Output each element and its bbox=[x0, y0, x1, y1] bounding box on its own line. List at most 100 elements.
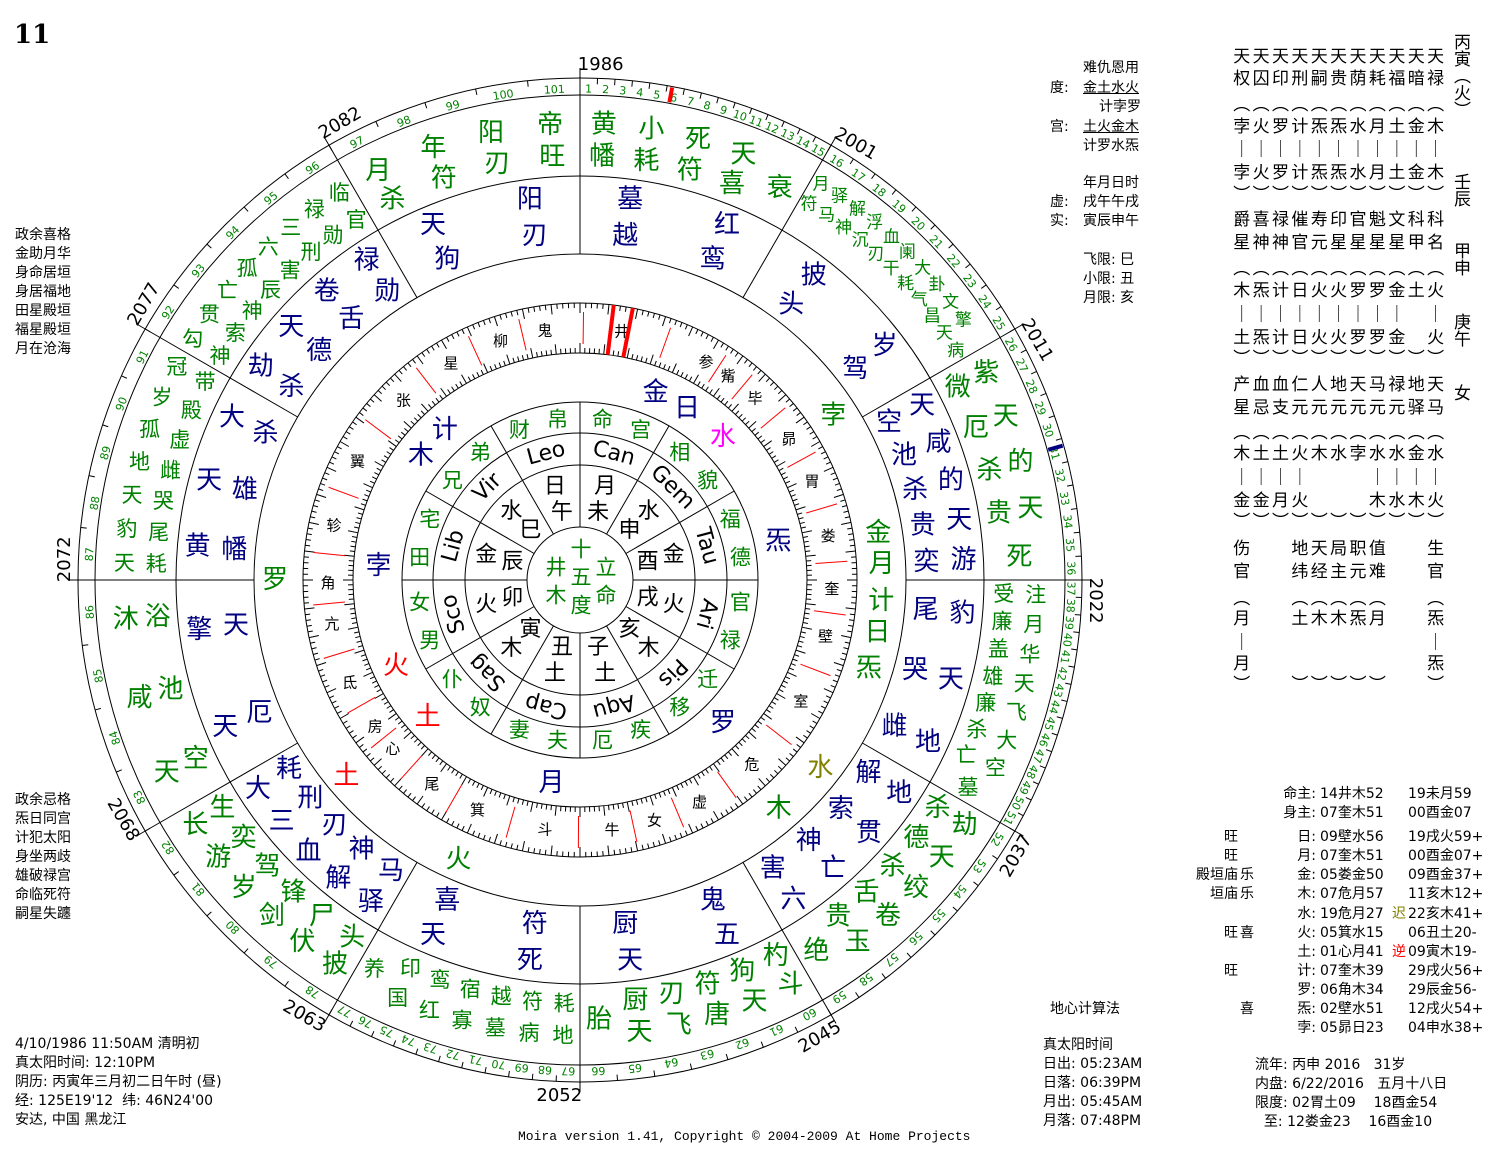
grid-cell: 科 bbox=[1427, 210, 1445, 230]
grid-cell: ︶ bbox=[1291, 675, 1309, 695]
mansion-tick bbox=[803, 540, 809, 543]
mansion-tick bbox=[550, 845, 553, 856]
palace-name-char: 奴 bbox=[470, 696, 491, 720]
mansion-label: 翼 bbox=[350, 453, 365, 471]
palace-star-inner-char: 披 bbox=[801, 260, 827, 290]
mansion-tick bbox=[394, 778, 402, 787]
mansion-tick bbox=[624, 306, 627, 312]
palace-star-outer-char: 天 bbox=[121, 483, 142, 507]
grid-cell: ｜ bbox=[1427, 305, 1445, 325]
grid-cell: 木 bbox=[1233, 281, 1251, 301]
palace-star-inner-char: 六 bbox=[780, 884, 806, 914]
mansion-tick bbox=[362, 407, 368, 412]
grid-cell: ｜ bbox=[1330, 140, 1348, 160]
grid-cell: ︶ bbox=[1291, 512, 1309, 532]
mansion-tick bbox=[376, 688, 382, 693]
grid-cell: ｜ bbox=[1271, 305, 1289, 325]
grid-cell: ︶ bbox=[1349, 675, 1367, 695]
mansion-label: 娄 bbox=[821, 527, 836, 545]
grid-row: 木土土火木水孛水水金水 bbox=[1232, 443, 1445, 465]
palace-star-outer-char: 旺 bbox=[539, 142, 565, 172]
mansion-tick bbox=[420, 410, 425, 415]
dignity-label: 旺 bbox=[1224, 829, 1238, 845]
mansion-tick bbox=[536, 802, 538, 808]
grid-cell: ︵ bbox=[1330, 95, 1348, 115]
palace-star-outer-char: 干 bbox=[883, 259, 900, 279]
palace-star-inner-char: 厨 bbox=[612, 909, 638, 939]
note-line: 身居福地 bbox=[15, 284, 71, 300]
grid-cell: 主 bbox=[1330, 562, 1348, 582]
age-tick bbox=[375, 121, 379, 128]
planet-glyph: 水 bbox=[710, 422, 736, 452]
age-tick bbox=[930, 224, 936, 230]
palace-star-inner-char: 鬼 bbox=[700, 886, 726, 916]
grid-cell: 伤 bbox=[1233, 539, 1251, 559]
grid-cell bbox=[1387, 608, 1406, 630]
yuexian: 月限: 亥 bbox=[1083, 290, 1135, 306]
grid-cell: 生 bbox=[1427, 539, 1445, 559]
note-line: 福星殿垣 bbox=[15, 322, 71, 338]
divider-line bbox=[425, 606, 535, 670]
mansion-tick bbox=[671, 787, 677, 797]
grid-cell bbox=[1329, 490, 1348, 512]
mansion-tick bbox=[848, 533, 854, 536]
mansion-tick bbox=[789, 403, 794, 408]
mansion-tick bbox=[545, 804, 548, 810]
position-tropical: 19戌火59+ bbox=[1408, 829, 1484, 845]
age-tick bbox=[461, 1061, 464, 1068]
grid-cell: ︵ bbox=[1310, 259, 1328, 279]
mansion-tick bbox=[416, 355, 424, 365]
grid-cell: 血 bbox=[1271, 375, 1289, 395]
age-label: 53 bbox=[970, 857, 989, 876]
palace-star-inner-char: 死 bbox=[517, 946, 543, 976]
palace-star-inner-char: 空 bbox=[876, 407, 902, 437]
grid-cell: 禄 bbox=[1271, 210, 1289, 230]
mansion-tick bbox=[760, 716, 766, 721]
grid-cell: 金 bbox=[1388, 328, 1406, 348]
mansion-tick bbox=[776, 461, 786, 467]
palace-star-inner-char: 贯 bbox=[856, 818, 882, 848]
grid-cell: ︵ bbox=[1407, 95, 1425, 115]
palace-star-inner-char: 解 bbox=[325, 863, 351, 893]
mansion-boundary bbox=[815, 560, 848, 565]
grid-row: ︵ ︵ ︵ ︵ ︵ ︵ ︵ bbox=[1232, 588, 1445, 610]
planet-glyph: 孛 bbox=[820, 401, 846, 431]
palace-star-outer-char: 舌 bbox=[853, 878, 879, 908]
mansion-tick bbox=[310, 516, 316, 519]
palace-star-inner-char: 天 bbox=[278, 312, 304, 342]
mansion-boundary bbox=[717, 771, 737, 799]
mansion-tick bbox=[410, 735, 415, 740]
palace-star-outer-char: 刑 bbox=[301, 240, 322, 264]
grid-cell: 天 bbox=[1310, 47, 1328, 67]
grid-cell: 天 bbox=[1271, 47, 1289, 67]
palace-star-outer-char: 杀 bbox=[880, 851, 906, 881]
position-tropical: 04申水38+ bbox=[1408, 1020, 1484, 1036]
center-ascendant-column: 十五度 bbox=[568, 538, 592, 622]
palace-star-inner-char: 刑 bbox=[297, 783, 323, 813]
age-label: 94 bbox=[223, 223, 242, 242]
liunian-line: 内盘: 6/22/2016 五月十八日 bbox=[1255, 1076, 1448, 1092]
mansion-tick bbox=[305, 619, 311, 621]
age-label: 28 bbox=[1023, 378, 1040, 396]
grid-cell: 水 bbox=[1388, 444, 1406, 464]
mansion-tick bbox=[482, 320, 486, 326]
mansion-tick bbox=[431, 809, 435, 815]
palace-star-outer-char: 雌 bbox=[160, 458, 181, 482]
mansion-tick bbox=[456, 331, 460, 337]
age-label: 17 bbox=[849, 166, 868, 185]
age-label: 47 bbox=[1030, 747, 1047, 765]
grid-cell: ︵ bbox=[1349, 589, 1367, 609]
divider-line bbox=[606, 625, 670, 735]
mansion-tick bbox=[736, 795, 744, 805]
mansion-tick bbox=[662, 316, 667, 327]
grid-cell: 局 bbox=[1330, 539, 1348, 559]
grid-cell: ｜ bbox=[1330, 305, 1348, 325]
age-tick bbox=[906, 952, 912, 958]
mansion-tick bbox=[349, 607, 355, 610]
mansion-tick bbox=[493, 833, 498, 844]
position-sidereal: 05昴日23 bbox=[1320, 1020, 1384, 1036]
grid-cell: 天 bbox=[1252, 47, 1270, 67]
age-tick bbox=[173, 871, 180, 876]
grid-row: 木炁计日火火罗罗金土火 bbox=[1232, 280, 1445, 302]
grid-cell: ︶ bbox=[1271, 349, 1289, 369]
